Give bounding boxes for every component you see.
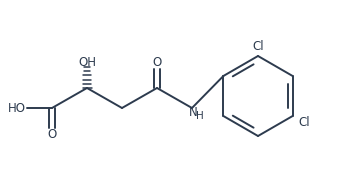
Text: O: O — [152, 56, 161, 70]
Text: H: H — [196, 111, 204, 121]
Text: O: O — [47, 127, 57, 140]
Text: HO: HO — [8, 102, 26, 115]
Text: OH: OH — [78, 56, 96, 70]
Text: Cl: Cl — [299, 115, 310, 128]
Text: Cl: Cl — [252, 39, 264, 52]
Text: N: N — [189, 106, 198, 120]
